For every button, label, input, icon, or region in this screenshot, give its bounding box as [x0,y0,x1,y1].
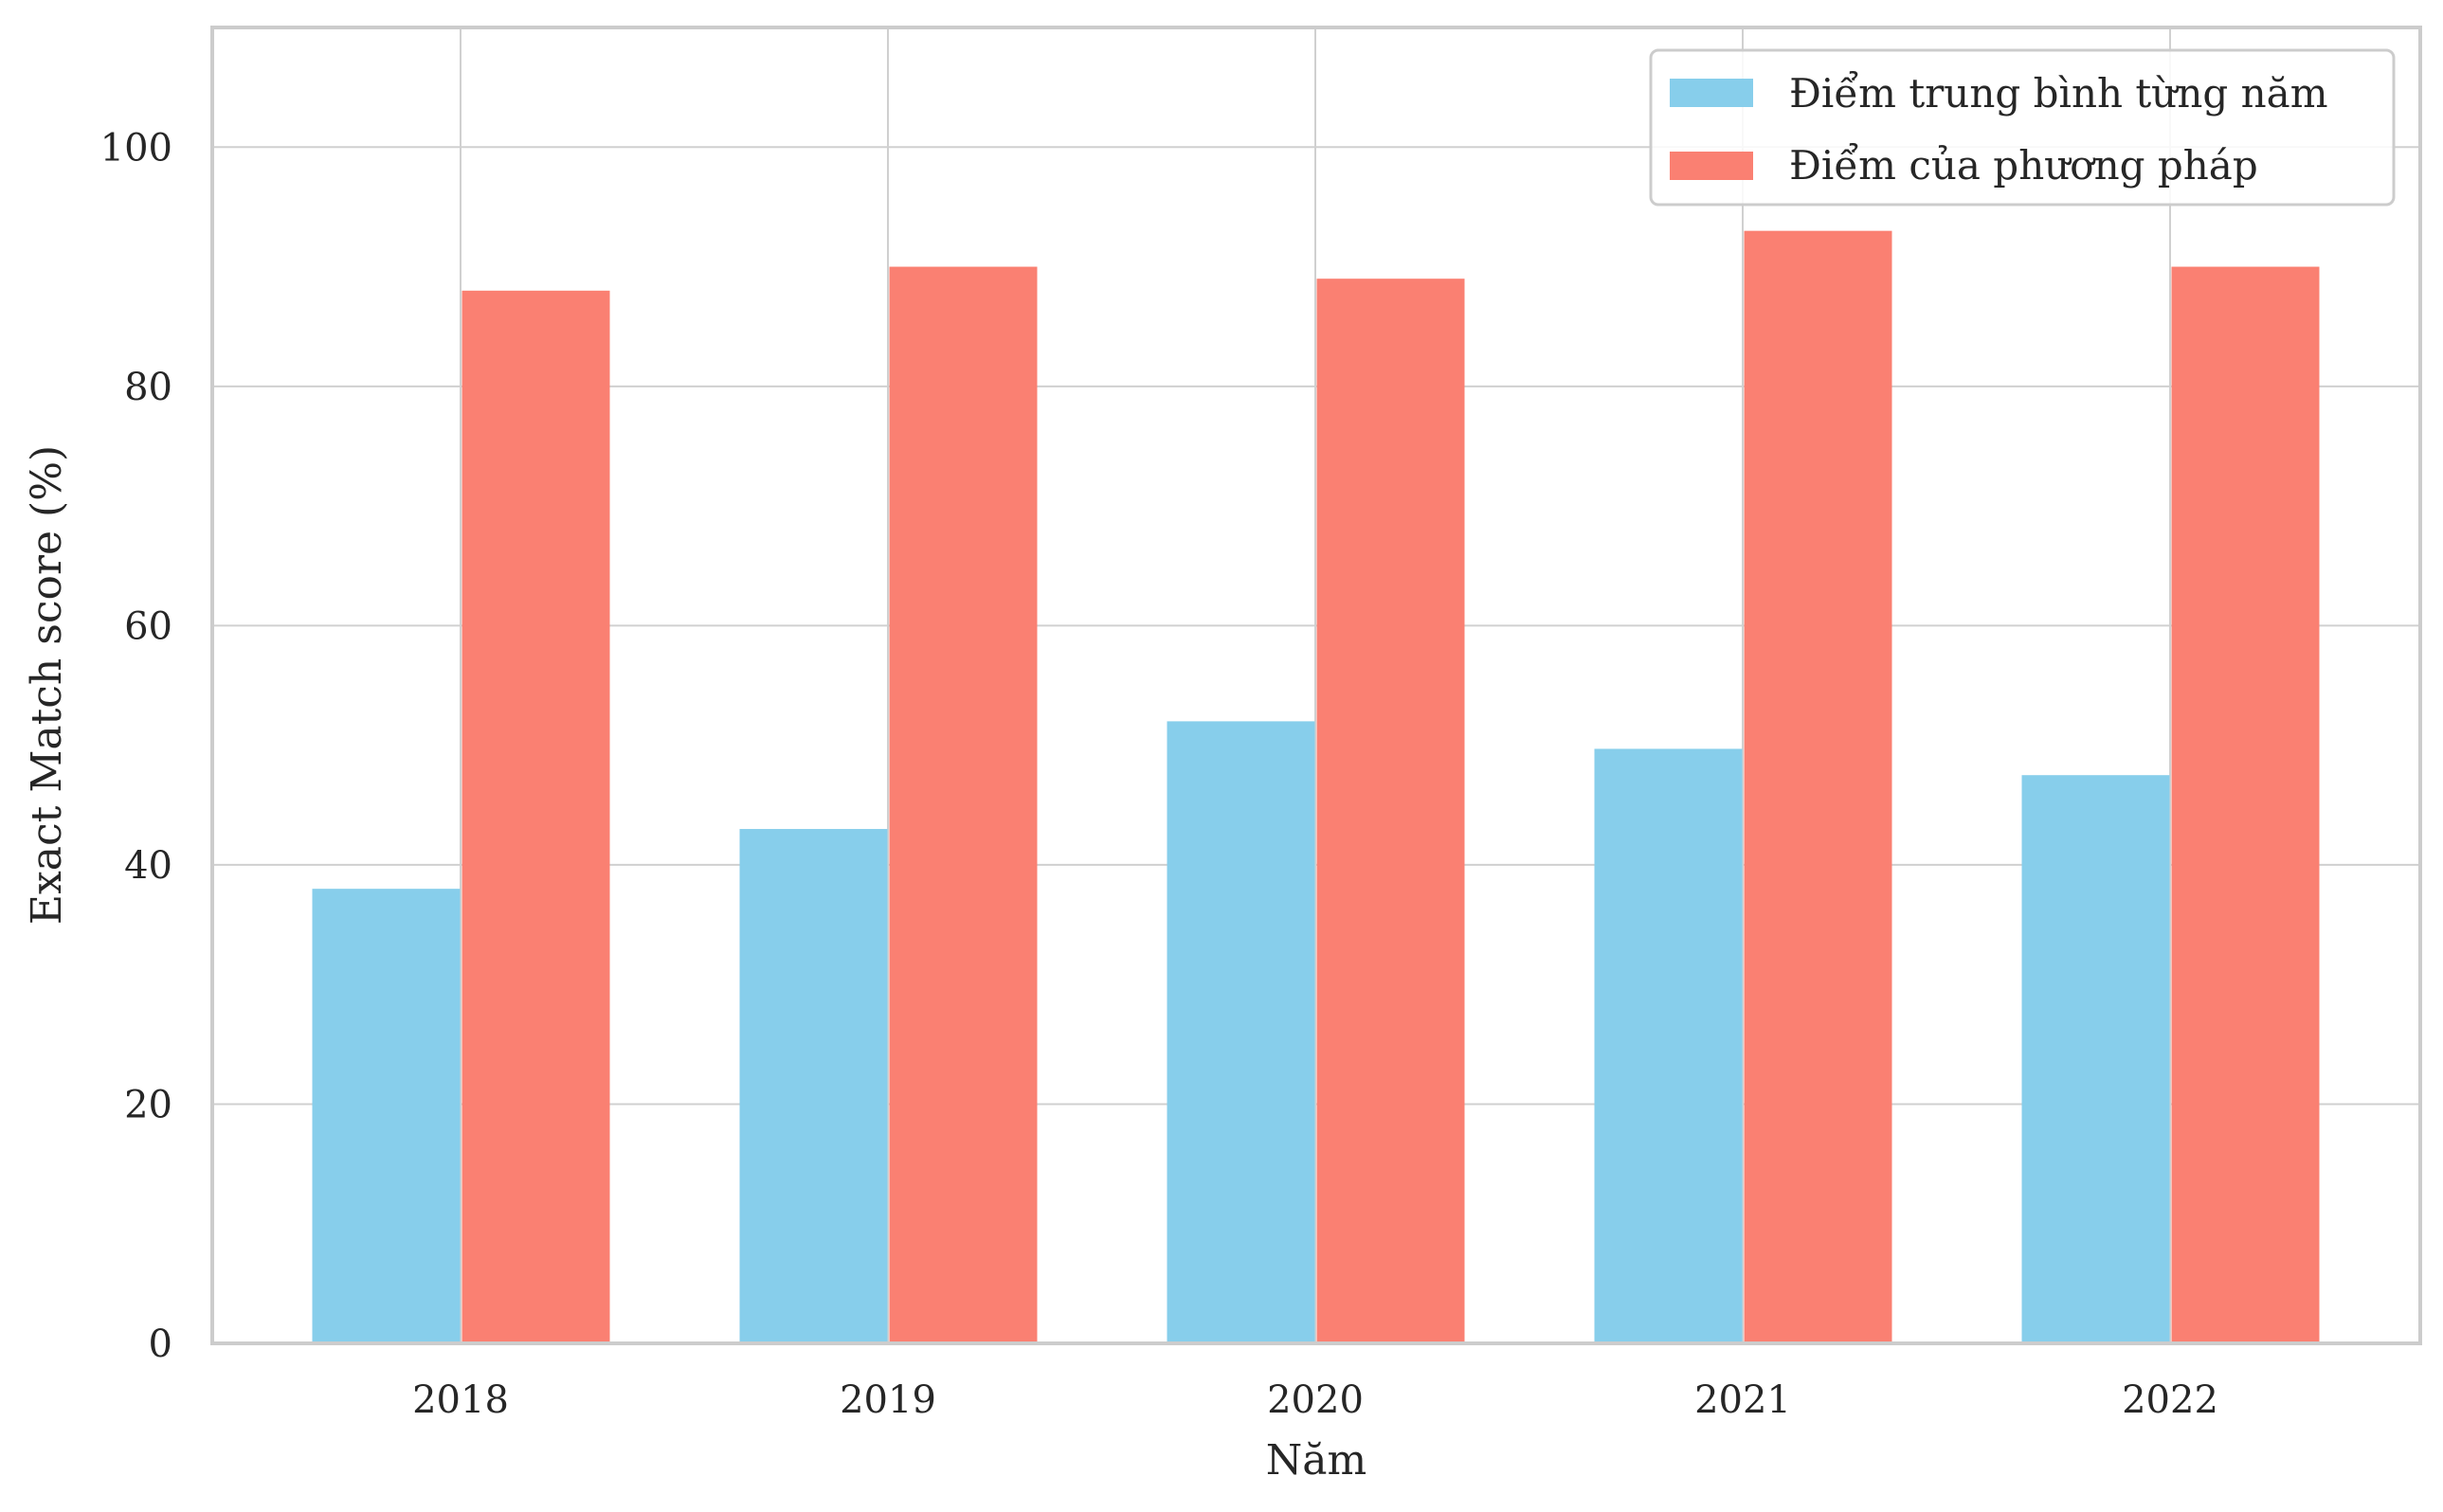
bar-groups [312,230,2320,1344]
bar-series-1-2020 [1167,721,1315,1343]
y-tick-labels: 0 20 40 60 80 100 [100,126,172,1366]
bar-series-2-2022 [2171,266,2320,1344]
legend: Điểm trung bình từng năm Điểm của phương… [1649,48,2396,207]
x-tick-label: 2021 [1694,1378,1791,1422]
bar-series-1-2021 [1594,748,1743,1343]
x-tick-label: 2019 [840,1378,936,1422]
y-tick-label: 0 [149,1323,172,1366]
y-tick-label: 100 [100,126,172,170]
legend-frame [1649,48,2396,207]
plot-frame [210,26,2422,1345]
legend-swatch-series-1 [1670,79,1753,107]
y-tick-label: 20 [124,1083,172,1126]
y-tick-label: 80 [124,366,172,409]
x-tick-label: 2020 [1267,1378,1364,1422]
y-tick-label: 60 [124,604,172,648]
bar-series-2-2020 [1316,279,1465,1343]
legend-label-series-1: Điểm trung bình từng năm [1789,70,2328,117]
x-tick-label: 2022 [2122,1378,2218,1422]
x-gridlines [460,27,2171,1343]
bar-series-2-2021 [1744,230,1892,1344]
legend-swatch-series-2 [1670,152,1753,180]
y-axis-label: Exact Match score (%) [23,445,71,925]
legend-label-series-2: Điểm của phương pháp [1789,142,2258,189]
bar-series-1-2018 [312,889,461,1343]
y-tick-label: 40 [124,844,172,888]
bar-series-1-2022 [2021,775,2170,1343]
x-axis-label: Năm [1266,1436,1366,1485]
x-tick-label: 2018 [412,1378,509,1422]
bar-series-2-2019 [889,266,1038,1344]
bar-series-2-2018 [461,290,610,1343]
bar-series-1-2019 [739,829,888,1343]
x-tick-labels: 2018 2019 2020 2021 2022 [412,1378,2218,1422]
